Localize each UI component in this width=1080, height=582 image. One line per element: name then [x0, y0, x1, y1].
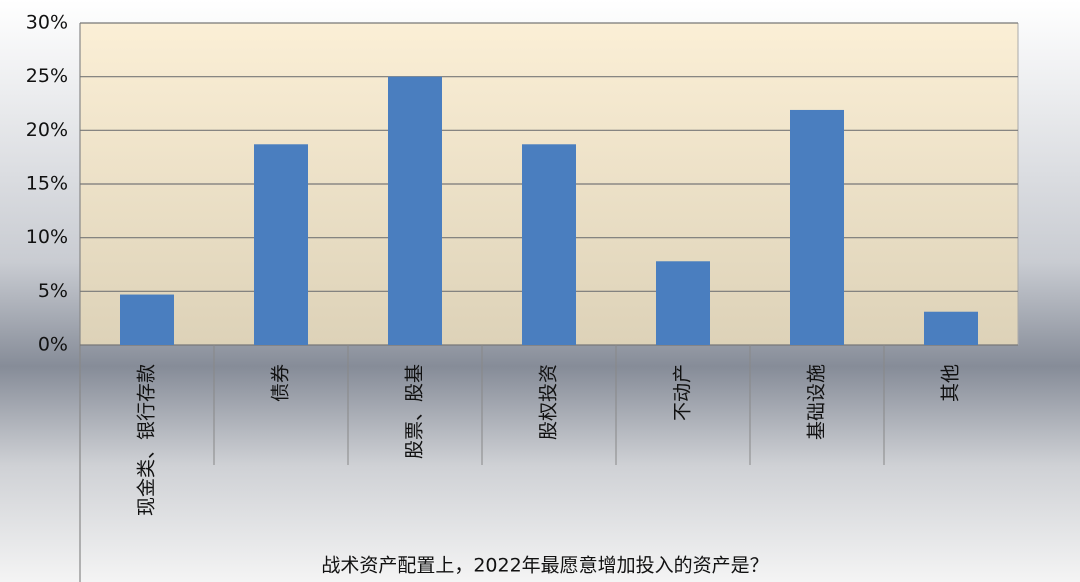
y-tick-label: 0%: [38, 334, 68, 356]
bar: [522, 144, 576, 345]
x-tick-label: 债券: [270, 364, 292, 402]
bar: [656, 261, 710, 345]
y-tick-label: 15%: [26, 173, 68, 195]
x-tick-label: 基础设施: [806, 364, 828, 440]
x-axis-title: 战术资产配置上，2022年最愿意增加投入的资产是？: [321, 555, 768, 577]
y-tick-label: 10%: [26, 226, 68, 248]
bar: [120, 294, 174, 345]
y-tick-label: 25%: [26, 65, 68, 87]
bar: [388, 76, 442, 346]
bar: [790, 109, 844, 345]
x-tick-label: 不动产: [672, 364, 694, 421]
bar: [254, 144, 308, 345]
x-tick-label: 股票、股基: [404, 364, 426, 459]
y-tick-label: 30%: [26, 12, 68, 34]
x-tick-label: 其他: [940, 364, 962, 402]
x-tick-label: 股权投资: [538, 364, 560, 440]
y-tick-label: 20%: [26, 119, 68, 141]
y-tick-label: 5%: [38, 280, 68, 302]
bar: [924, 311, 978, 345]
x-tick-label: 现金类、银行存款: [136, 364, 158, 516]
